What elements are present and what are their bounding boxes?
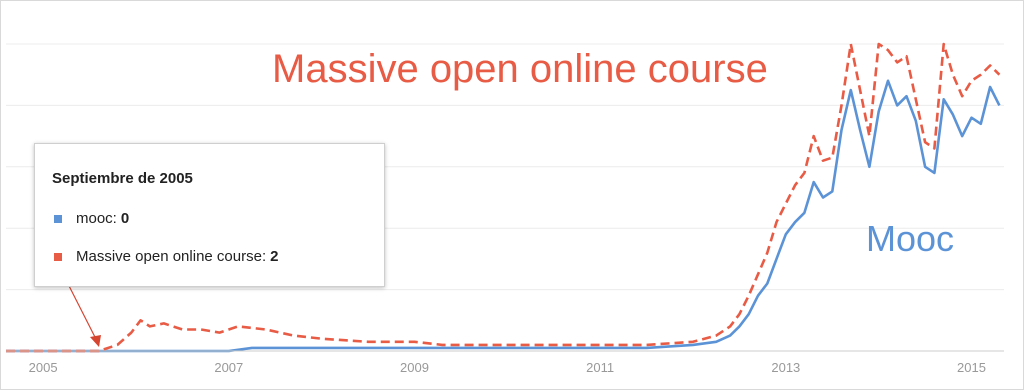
series-line-massive-open-online-course (6, 42, 1001, 353)
series-lines (6, 42, 1001, 353)
hover-tooltip: Septiembre de 2005 mooc: 0 Massive open … (34, 143, 385, 287)
x-tick-label-2009: 2009 (400, 360, 429, 375)
x-tick-label-2013: 2013 (771, 360, 800, 375)
tooltip-row-massive: Massive open online course: 2 (54, 248, 278, 265)
series-line-mooc (6, 79, 1001, 353)
x-tick-label-2005: 2005 (29, 360, 58, 375)
tooltip-row-massive-value: 2 (270, 248, 279, 265)
tooltip-row-massive-label: Massive open online course: (76, 248, 267, 265)
x-tick-label-2011: 2011 (586, 360, 614, 375)
x-tick-labels: 2005 2007 2009 2011 2013 2015 (29, 360, 986, 375)
tooltip-pointer-arrow (63, 275, 101, 347)
mooc-series-annotation: Mooc (866, 218, 955, 259)
x-tick-label-2007: 2007 (214, 360, 243, 375)
tooltip-row-mooc: mooc: 0 (54, 210, 129, 227)
tooltip-row-mooc-value: 0 (120, 210, 130, 227)
legend-swatch-mooc (54, 214, 62, 223)
legend-swatch-massive (54, 252, 62, 261)
tooltip-title: Septiembre de 2005 (52, 170, 193, 187)
tooltip-row-mooc-label: mooc: (76, 210, 117, 227)
chart-title-annotation: Massive open online course (272, 47, 768, 91)
x-tick-label-2015: 2015 (957, 360, 986, 375)
